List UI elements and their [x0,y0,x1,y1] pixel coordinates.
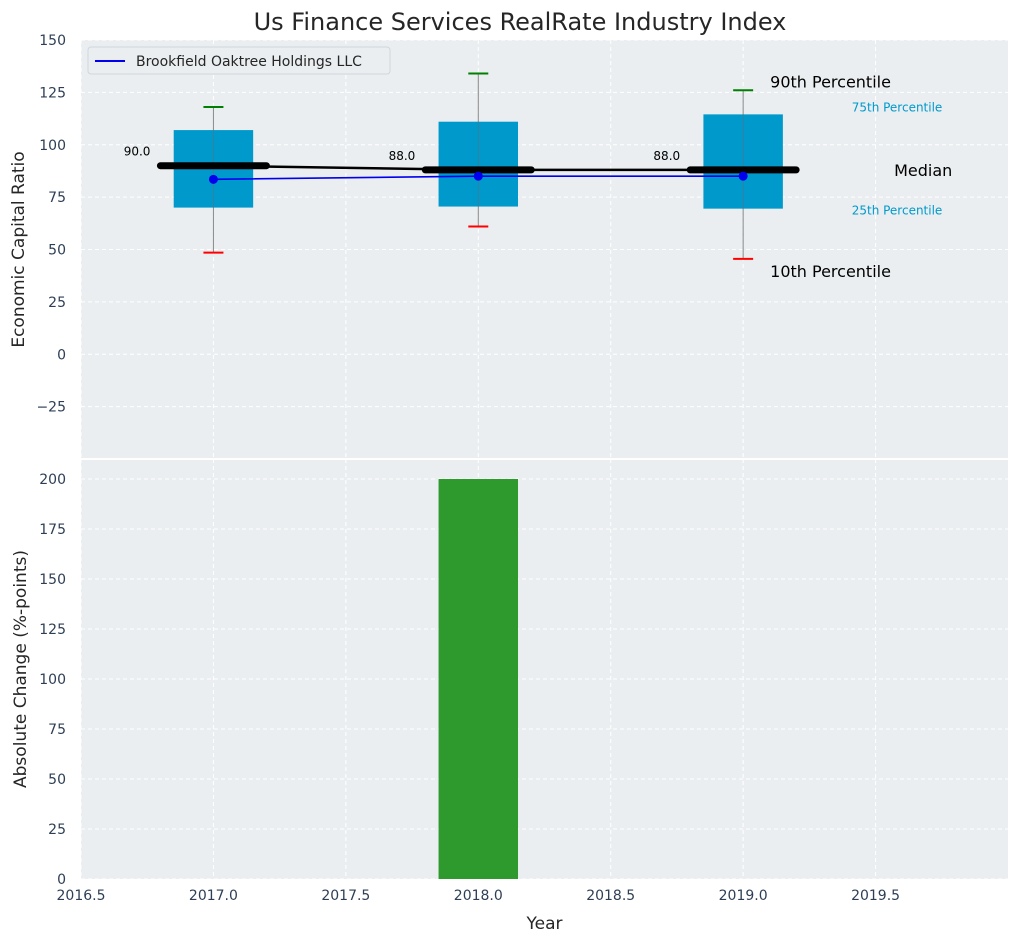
top-y-axis-label: Economic Capital Ratio [9,151,29,347]
legend-box [87,46,391,75]
top-y-tick-label: 125 [39,85,66,101]
chart-title: Us Finance Services RealRate Industry In… [254,8,787,36]
top-y-tick-label: −25 [36,400,66,416]
series-point [473,171,483,181]
median-value-label: 90.0 [124,145,151,159]
median-value-label: 88.0 [389,149,416,163]
change-bar [438,479,519,879]
bottom-y-tick-label: 50 [48,772,66,788]
annotation-p75: 75th Percentile [852,100,943,114]
x-tick-label: 2019.5 [851,888,900,904]
bottom-y-tick-label: 100 [39,672,66,688]
series-point [208,174,218,184]
x-tick-label: 2018.0 [454,888,503,904]
legend-label: Brookfield Oaktree Holdings LLC [136,54,362,70]
x-tick-label: 2017.5 [321,888,370,904]
top-y-tick-label: 75 [48,190,66,206]
bottom-y-tick-label: 25 [48,822,66,838]
annotation-p25: 25th Percentile [852,204,943,218]
bottom-plot-area [81,459,1008,879]
top-y-tick-label: 50 [48,243,66,259]
top-y-tick-label: 100 [39,138,66,154]
bottom-y-tick-label: 75 [48,722,66,738]
median-value-label: 88.0 [653,149,680,163]
annotation-median: Median [894,161,952,180]
bottom-y-tick-label: 0 [57,872,66,888]
x-tick-label: 2017.0 [189,888,238,904]
x-axis-label: Year [526,914,563,934]
bottom-y-tick-label: 125 [39,622,66,638]
bottom-y-axis-label: Absolute Change (%-points) [11,550,31,788]
top-y-tick-label: 0 [57,347,66,363]
series-point [738,171,748,181]
top-y-tick-label: 150 [39,33,66,49]
x-tick-label: 2018.5 [586,888,635,904]
bottom-y-tick-label: 200 [39,472,66,488]
bottom-y-tick-label: 175 [39,522,66,538]
top-y-tick-label: 25 [48,295,66,311]
x-tick-label: 2019.0 [719,888,768,904]
bottom-y-tick-label: 150 [39,572,66,588]
annotation-p90: 90th Percentile [770,72,891,91]
x-tick-label: 2016.5 [57,888,106,904]
annotation-p10: 10th Percentile [770,262,891,281]
